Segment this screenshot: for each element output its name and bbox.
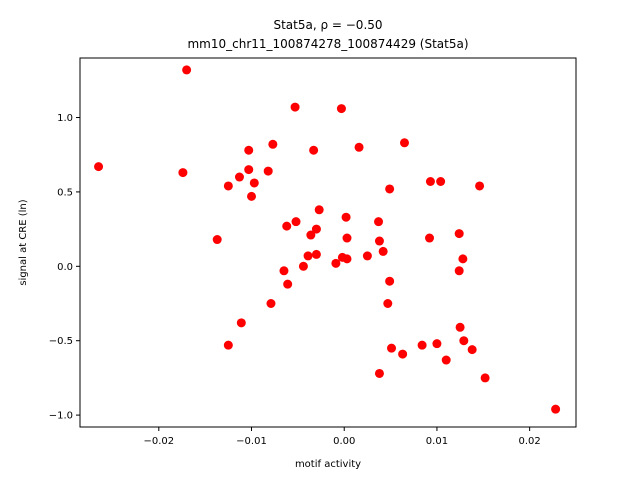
data-point-46 [425, 233, 435, 243]
data-point-5 [223, 340, 233, 350]
data-point-8 [244, 145, 254, 155]
y-tick-label-1: −0.5 [49, 336, 73, 347]
plot-frame [79, 57, 577, 428]
data-point-39 [383, 299, 393, 308]
data-point-35 [374, 217, 384, 227]
x-tick-label-3: 0.01 [426, 436, 448, 447]
data-point-47 [425, 177, 435, 186]
data-point-42 [387, 343, 397, 353]
chart-title: Stat5a, ρ = −0.50 [273, 18, 382, 32]
y-axis-ticks: −1.0 −0.5 0.0 0.5 1.0 [49, 113, 80, 422]
data-point-43 [398, 349, 408, 359]
data-point-27 [331, 258, 341, 268]
data-point-25 [311, 224, 321, 234]
data-point-28 [336, 104, 346, 114]
data-point-26 [314, 205, 324, 215]
data-point-51 [454, 229, 464, 239]
x-tick-label-4: 0.02 [519, 436, 541, 447]
data-point-52 [454, 266, 464, 276]
y-axis-label: signal at CRE (ln) [18, 199, 29, 285]
data-point-4 [223, 181, 233, 191]
data-point-23 [309, 145, 319, 155]
data-point-15 [279, 266, 289, 276]
data-point-2 [178, 168, 188, 178]
data-point-30 [341, 212, 351, 222]
y-tick-label-4: 1.0 [57, 113, 73, 124]
data-point-21 [303, 251, 313, 261]
data-point-53 [455, 322, 465, 332]
y-tick-label-0: −1.0 [49, 411, 73, 422]
x-tick-label-1: −0.01 [236, 436, 267, 447]
data-point-45 [417, 340, 427, 350]
data-point-50 [441, 355, 451, 365]
chart-subtitle: mm10_chr11_100874278_100874429 (Stat5a) [187, 37, 468, 51]
x-tick-label-2: 0.00 [333, 436, 355, 447]
data-point-1 [182, 65, 192, 75]
data-point-44 [399, 138, 409, 148]
data-point-58 [480, 373, 490, 383]
x-tick-label-0: −0.02 [143, 436, 174, 447]
data-point-38 [378, 246, 388, 256]
data-point-55 [459, 336, 469, 346]
data-point-22 [306, 230, 316, 240]
data-point-13 [268, 139, 278, 149]
data-point-17 [283, 279, 293, 289]
data-point-11 [249, 178, 259, 188]
x-axis-label: motif activity [295, 459, 361, 470]
data-point-36 [374, 236, 384, 246]
y-tick-label-2: 0.0 [57, 262, 73, 273]
data-point-32 [342, 254, 352, 264]
data-point-31 [342, 233, 352, 243]
data-point-54 [458, 254, 468, 264]
data-point-40 [385, 184, 395, 194]
data-point-18 [290, 102, 300, 112]
data-point-10 [247, 191, 257, 201]
data-point-41 [385, 276, 395, 286]
data-point-56 [467, 345, 477, 355]
data-point-16 [282, 221, 292, 231]
data-point-20 [298, 261, 308, 271]
data-point-0 [94, 162, 104, 172]
data-point-19 [291, 217, 301, 227]
data-point-6 [234, 172, 244, 182]
data-point-49 [436, 177, 446, 186]
data-point-37 [374, 368, 384, 378]
data-point-12 [263, 166, 273, 176]
data-point-3 [212, 235, 222, 245]
data-point-7 [236, 318, 246, 328]
data-point-48 [432, 339, 442, 349]
data-point-34 [362, 251, 372, 261]
data-point-59 [551, 404, 561, 414]
data-point-57 [475, 181, 485, 191]
x-axis-ticks: −0.02 −0.01 0.00 0.01 0.02 [143, 427, 541, 447]
data-point-33 [354, 142, 364, 152]
data-points [94, 65, 561, 414]
data-point-14 [266, 299, 276, 308]
y-tick-label-3: 0.5 [57, 187, 73, 198]
data-point-24 [311, 249, 321, 259]
data-point-9 [244, 165, 254, 175]
